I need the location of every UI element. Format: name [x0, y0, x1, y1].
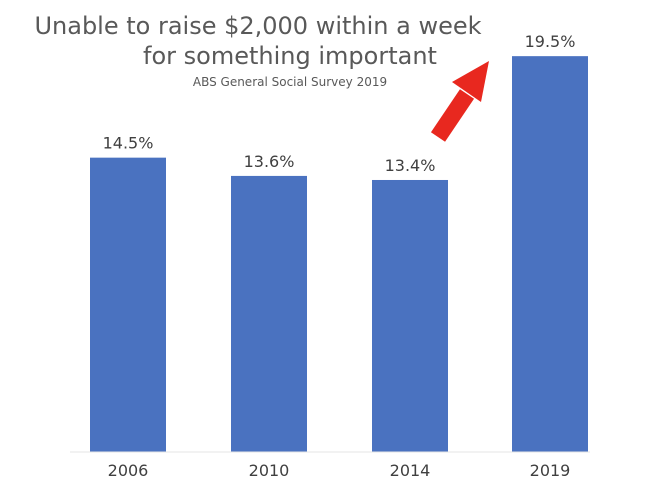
- data-label-2014: 13.4%: [385, 156, 436, 175]
- x-tick-label-2014: 2014: [390, 461, 431, 480]
- x-tick-label-2006: 2006: [108, 461, 149, 480]
- chart-title-line-2: for something important: [143, 42, 437, 70]
- x-tick-label-2019: 2019: [530, 461, 571, 480]
- data-label-2010: 13.6%: [244, 152, 295, 171]
- data-label-2006: 14.5%: [103, 134, 154, 153]
- bars-group: [90, 56, 588, 453]
- bar-2010: [231, 175, 307, 453]
- bar-2006: [90, 157, 166, 452]
- bar-2019: [512, 56, 588, 453]
- x-tick-labels-group: 2006 2010 2014 2019: [108, 461, 571, 480]
- data-labels-group: 14.5% 13.6% 13.4% 19.5%: [103, 32, 576, 175]
- x-tick-label-2010: 2010: [249, 461, 290, 480]
- chart-title: Unable to raise $2,000 within a week: [34, 12, 481, 40]
- data-label-2019: 19.5%: [525, 32, 576, 51]
- bar-2014: [372, 179, 448, 453]
- red-arrow-annotation: [430, 61, 489, 142]
- chart-subtitle: ABS General Social Survey 2019: [193, 75, 387, 89]
